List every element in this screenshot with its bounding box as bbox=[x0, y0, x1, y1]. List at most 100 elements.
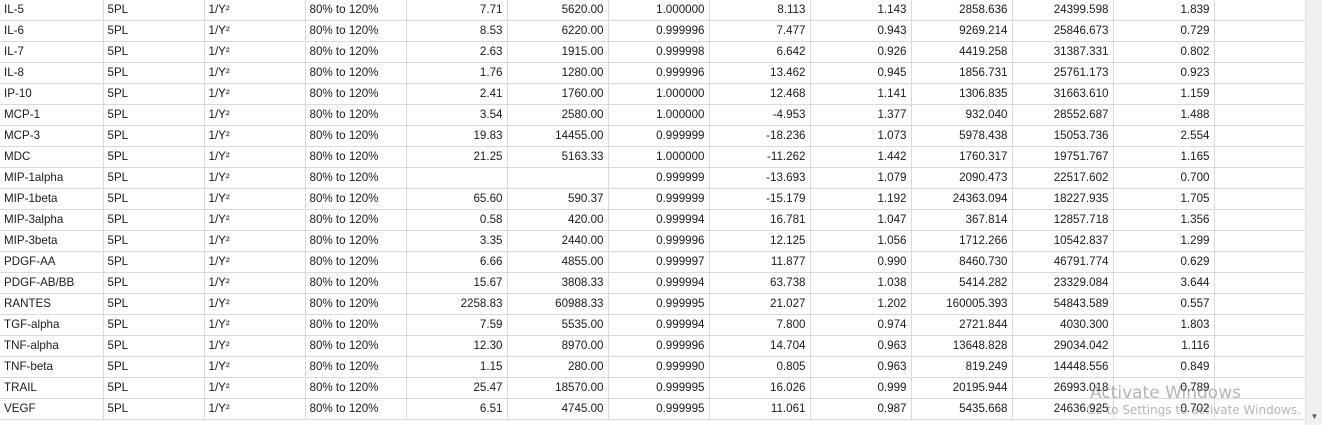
table-row[interactable]: TGF-alpha 5PL 1/Y² 80% to 120% 7.59 5535.00 0.… bbox=[0, 314, 1305, 336]
cell-empty[interactable] bbox=[1214, 209, 1305, 231]
cell-value-a[interactable]: 65.60 bbox=[406, 188, 508, 210]
cell-param-e[interactable]: 1.159 bbox=[1113, 83, 1215, 105]
cell-param-c[interactable]: 1712.266 bbox=[911, 230, 1013, 252]
cell-empty[interactable] bbox=[1214, 335, 1305, 357]
cell-curve-fit[interactable]: 5PL bbox=[103, 272, 205, 294]
cell-r-squared[interactable]: 1.000000 bbox=[608, 0, 710, 21]
cell-empty[interactable] bbox=[1214, 167, 1305, 189]
cell-param-b[interactable]: 0.963 bbox=[810, 356, 912, 378]
table-row[interactable]: IL-5 5PL 1/Y² 80% to 120% 7.71 5620.00 1.00000… bbox=[0, 0, 1305, 21]
cell-param-c[interactable]: 20195.944 bbox=[911, 377, 1013, 399]
cell-r-squared[interactable]: 1.000000 bbox=[608, 146, 710, 168]
cell-value-a[interactable]: 1.15 bbox=[406, 356, 508, 378]
cell-param-d[interactable]: 25846.673 bbox=[1012, 20, 1114, 42]
cell-param-e[interactable]: 0.729 bbox=[1113, 20, 1215, 42]
cell-param-b[interactable]: 1.143 bbox=[810, 0, 912, 21]
cell-r-squared[interactable]: 0.999995 bbox=[608, 377, 710, 399]
cell-r-squared[interactable]: 0.999995 bbox=[608, 398, 710, 420]
cell-curve-fit[interactable]: 5PL bbox=[103, 20, 205, 42]
cell-weighting[interactable]: 1/Y² bbox=[204, 356, 306, 378]
table-row[interactable]: RANTES 5PL 1/Y² 80% to 120% 2258.83 60988.33 0… bbox=[0, 293, 1305, 315]
cell-value-a[interactable]: 3.54 bbox=[406, 104, 508, 126]
cell-recovery-range[interactable]: 80% to 120% bbox=[305, 398, 407, 420]
cell-curve-fit[interactable]: 5PL bbox=[103, 167, 205, 189]
cell-value-b[interactable]: 1760.00 bbox=[507, 83, 609, 105]
cell-param-e[interactable]: 3.644 bbox=[1113, 272, 1215, 294]
cell-param-c[interactable]: 9269.214 bbox=[911, 20, 1013, 42]
cell-param-e[interactable]: 1.356 bbox=[1113, 209, 1215, 231]
cell-weighting[interactable]: 1/Y² bbox=[204, 146, 306, 168]
cell-value-a[interactable]: 8.53 bbox=[406, 20, 508, 42]
cell-curve-fit[interactable]: 5PL bbox=[103, 188, 205, 210]
cell-r-squared[interactable]: 0.999994 bbox=[608, 272, 710, 294]
cell-param-a[interactable]: 11.877 bbox=[709, 251, 811, 273]
cell-param-b[interactable]: 1.056 bbox=[810, 230, 912, 252]
cell-weighting[interactable]: 1/Y² bbox=[204, 167, 306, 189]
cell-param-c[interactable]: 932.040 bbox=[911, 104, 1013, 126]
cell-value-a[interactable]: 12.30 bbox=[406, 335, 508, 357]
cell-param-b[interactable]: 1.202 bbox=[810, 293, 912, 315]
cell-param-d[interactable]: 28552.687 bbox=[1012, 104, 1114, 126]
cell-empty[interactable] bbox=[1214, 125, 1305, 147]
cell-param-c[interactable]: 5414.282 bbox=[911, 272, 1013, 294]
table-row[interactable]: TNF-beta 5PL 1/Y² 80% to 120% 1.15 280.00 0.99… bbox=[0, 356, 1305, 378]
cell-param-c[interactable]: 13648.828 bbox=[911, 335, 1013, 357]
table-row[interactable]: TNF-alpha 5PL 1/Y² 80% to 120% 12.30 8970.00 0… bbox=[0, 335, 1305, 357]
cell-r-squared[interactable]: 0.999996 bbox=[608, 62, 710, 84]
scroll-down-button[interactable]: ▼ bbox=[1306, 408, 1322, 425]
cell-value-b[interactable] bbox=[507, 167, 609, 189]
cell-param-d[interactable]: 25761.173 bbox=[1012, 62, 1114, 84]
table-row[interactable]: IL-7 5PL 1/Y² 80% to 120% 2.63 1915.00 0.99999… bbox=[0, 41, 1305, 63]
cell-param-a[interactable]: 6.642 bbox=[709, 41, 811, 63]
table-row[interactable]: TRAIL 5PL 1/Y² 80% to 120% 25.47 18570.00 0.99… bbox=[0, 377, 1305, 399]
cell-value-a[interactable]: 6.66 bbox=[406, 251, 508, 273]
cell-value-b[interactable]: 5163.33 bbox=[507, 146, 609, 168]
cell-param-a[interactable]: 11.061 bbox=[709, 398, 811, 420]
cell-param-a[interactable]: 0.805 bbox=[709, 356, 811, 378]
cell-recovery-range[interactable]: 80% to 120% bbox=[305, 188, 407, 210]
cell-weighting[interactable]: 1/Y² bbox=[204, 104, 306, 126]
cell-recovery-range[interactable]: 80% to 120% bbox=[305, 62, 407, 84]
cell-value-a[interactable]: 2258.83 bbox=[406, 293, 508, 315]
cell-param-a[interactable]: 13.462 bbox=[709, 62, 811, 84]
cell-param-a[interactable]: -15.179 bbox=[709, 188, 811, 210]
cell-param-e[interactable]: 1.803 bbox=[1113, 314, 1215, 336]
cell-recovery-range[interactable]: 80% to 120% bbox=[305, 251, 407, 273]
cell-param-c[interactable]: 367.814 bbox=[911, 209, 1013, 231]
cell-empty[interactable] bbox=[1214, 356, 1305, 378]
cell-value-b[interactable]: 4855.00 bbox=[507, 251, 609, 273]
cell-param-a[interactable]: 16.026 bbox=[709, 377, 811, 399]
cell-param-c[interactable]: 5435.668 bbox=[911, 398, 1013, 420]
table-row[interactable]: MIP-3alpha 5PL 1/Y² 80% to 120% 0.58 420.00 0.… bbox=[0, 209, 1305, 231]
cell-value-a[interactable]: 2.41 bbox=[406, 83, 508, 105]
cell-analyte[interactable]: PDGF-AA bbox=[0, 251, 104, 273]
cell-param-c[interactable]: 160005.393 bbox=[911, 293, 1013, 315]
cell-param-a[interactable]: 63.738 bbox=[709, 272, 811, 294]
cell-analyte[interactable]: TNF-alpha bbox=[0, 335, 104, 357]
cell-weighting[interactable]: 1/Y² bbox=[204, 272, 306, 294]
cell-param-a[interactable]: -18.236 bbox=[709, 125, 811, 147]
cell-param-d[interactable]: 54843.589 bbox=[1012, 293, 1114, 315]
cell-param-a[interactable]: 7.800 bbox=[709, 314, 811, 336]
cell-curve-fit[interactable]: 5PL bbox=[103, 251, 205, 273]
cell-param-a[interactable]: 12.125 bbox=[709, 230, 811, 252]
cell-analyte[interactable]: VEGF bbox=[0, 398, 104, 420]
cell-value-b[interactable]: 14455.00 bbox=[507, 125, 609, 147]
cell-weighting[interactable]: 1/Y² bbox=[204, 0, 306, 21]
cell-value-a[interactable]: 7.71 bbox=[406, 0, 508, 21]
cell-param-e[interactable]: 0.789 bbox=[1113, 377, 1215, 399]
cell-weighting[interactable]: 1/Y² bbox=[204, 335, 306, 357]
table-row[interactable]: IP-10 5PL 1/Y² 80% to 120% 2.41 1760.00 1.0000… bbox=[0, 83, 1305, 105]
table-row[interactable]: MCP-1 5PL 1/Y² 80% to 120% 3.54 2580.00 1.0000… bbox=[0, 104, 1305, 126]
cell-param-a[interactable]: -13.693 bbox=[709, 167, 811, 189]
cell-param-b[interactable]: 0.943 bbox=[810, 20, 912, 42]
cell-analyte[interactable]: MIP-3beta bbox=[0, 230, 104, 252]
cell-param-b[interactable]: 0.999 bbox=[810, 377, 912, 399]
cell-analyte[interactable]: IL-7 bbox=[0, 41, 104, 63]
cell-param-c[interactable]: 2090.473 bbox=[911, 167, 1013, 189]
cell-param-b[interactable]: 1.073 bbox=[810, 125, 912, 147]
cell-value-a[interactable]: 1.76 bbox=[406, 62, 508, 84]
table-row[interactable]: MIP-1beta 5PL 1/Y² 80% to 120% 65.60 590.37 0.… bbox=[0, 188, 1305, 210]
cell-analyte[interactable]: IL-5 bbox=[0, 0, 104, 21]
cell-param-a[interactable]: -11.262 bbox=[709, 146, 811, 168]
